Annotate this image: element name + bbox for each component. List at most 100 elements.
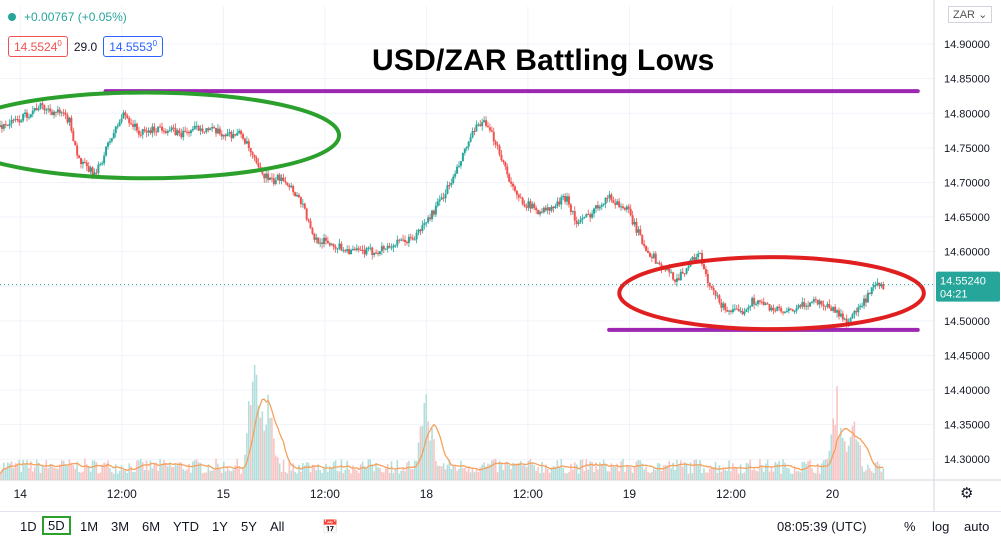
candle-body (735, 308, 738, 310)
symbol-selector[interactable]: ZAR ⌄ (948, 6, 993, 23)
volume-bar (284, 471, 287, 480)
volume-bar (647, 471, 649, 480)
volume-bar (649, 472, 651, 480)
volume-bar (828, 450, 831, 480)
x-tick-label: 14 (14, 487, 28, 501)
candle-body (675, 278, 678, 282)
volume-bar (257, 405, 260, 480)
candle-body (12, 119, 15, 121)
candle-body (608, 194, 611, 198)
candle-body (247, 141, 250, 149)
settings-gear-icon[interactable]: ⚙ (960, 485, 974, 502)
date-range-icon[interactable]: 📅 (322, 519, 339, 534)
volume-bar (822, 460, 825, 480)
range-5d[interactable]: 5D (42, 516, 71, 535)
volume-bar (512, 462, 514, 480)
volume-bar (161, 464, 163, 480)
volume-bar (16, 463, 19, 480)
range-1d[interactable]: 1D (20, 519, 37, 534)
candle-body (714, 290, 717, 296)
volume-bar (608, 471, 611, 480)
candle-body (471, 131, 474, 138)
log-toggle[interactable]: log (932, 519, 950, 534)
range-1m[interactable]: 1M (80, 519, 99, 534)
candle-body (143, 129, 146, 132)
volume-bar (757, 471, 759, 480)
volume-bar (693, 459, 696, 480)
utc-clock[interactable]: 08:05:39 (UTC) (777, 519, 867, 534)
candle-body (720, 302, 723, 308)
percent-toggle[interactable]: % (904, 519, 916, 534)
bid-button[interactable]: 14.55240 (8, 36, 68, 57)
range-5y[interactable]: 5Y (241, 519, 257, 534)
range-6m[interactable]: 6M (142, 519, 161, 534)
right-highlight-ellipse (617, 255, 926, 332)
candle-body (585, 214, 588, 217)
volume-bar (78, 472, 80, 480)
candle-body (729, 310, 732, 312)
candle-body (521, 198, 524, 205)
volume-bar (6, 462, 9, 480)
candle-body (477, 124, 480, 126)
auto-toggle[interactable]: auto (964, 519, 990, 534)
candle-body (114, 126, 117, 134)
volume-bar (660, 471, 663, 480)
candle-body (321, 242, 324, 244)
candle-body (739, 310, 742, 312)
volume-bar (186, 469, 188, 480)
volume-bar (870, 471, 873, 480)
candle-body (423, 223, 426, 226)
candle-body (456, 166, 459, 174)
volume-bar (444, 469, 447, 480)
candle-body (95, 172, 98, 174)
candle-body (550, 206, 553, 211)
volume-bar (213, 470, 215, 480)
volume-bar (637, 460, 640, 480)
volume-bar (311, 464, 314, 480)
volume-bar (863, 471, 865, 480)
candle-body (415, 232, 418, 240)
candle-body (267, 173, 270, 180)
volume-bar (448, 459, 451, 480)
volume-bar (14, 463, 17, 480)
volume-bar (193, 460, 196, 480)
volume-bar (554, 467, 557, 480)
candle-body (618, 201, 621, 207)
candle-body (679, 271, 682, 281)
last-price-label: 14.55240 (940, 276, 986, 288)
volume-bar (494, 458, 497, 480)
volume-bar (398, 473, 401, 480)
candle-body (849, 318, 852, 322)
volume-bar (836, 386, 838, 480)
candle-body (296, 195, 299, 197)
candle-body (731, 309, 734, 312)
range-all[interactable]: All (270, 519, 285, 534)
range-ytd[interactable]: YTD (173, 519, 199, 534)
volume-bar (666, 465, 669, 480)
y-tick-label: 14.40000 (944, 385, 990, 397)
candle-body (529, 201, 532, 209)
candle-body (591, 213, 594, 218)
x-tick-label: 12:00 (107, 487, 137, 501)
candle-body (392, 245, 395, 248)
volume-bar (0, 473, 1, 480)
range-3m[interactable]: 3M (111, 519, 130, 534)
range-1y[interactable]: 1Y (212, 519, 228, 534)
candle-body (581, 217, 584, 220)
x-tick-label: 18 (420, 487, 434, 501)
candle-body (188, 131, 191, 134)
candle-body (355, 248, 358, 251)
candle-body (404, 239, 407, 243)
x-tick-label: 12:00 (310, 487, 340, 501)
volume-bar (784, 462, 786, 480)
candle-body (60, 112, 63, 114)
volume-bar (340, 459, 343, 480)
volume-bar (89, 471, 92, 480)
volume-bar (672, 462, 674, 480)
ask-button[interactable]: 14.55530 (103, 36, 164, 57)
volume-bar (859, 444, 861, 480)
bid-ask-row: 14.55240 29.0 14.55530 (8, 36, 164, 57)
candle-body (411, 237, 414, 240)
candle-body (178, 130, 181, 133)
